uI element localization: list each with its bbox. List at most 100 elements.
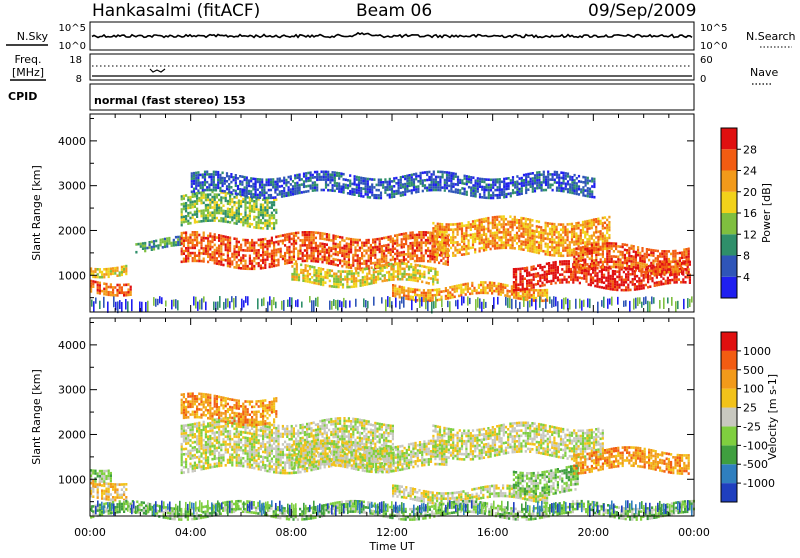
power-panel-cell: [211, 181, 213, 184]
power-panel-cell: [593, 231, 595, 234]
power-panel-cell: [371, 266, 373, 269]
power-panel-cell: [253, 244, 255, 247]
power-panel-cell: [624, 267, 626, 270]
power-panel-cell: [443, 290, 445, 293]
power-panel-cell: [396, 293, 398, 296]
power-panel-cell: [247, 207, 249, 210]
power-panel-cell: [341, 252, 343, 255]
power-panel-cell: [575, 260, 577, 263]
power-panel-cell: [512, 226, 514, 229]
power-panel-cell: [337, 235, 339, 238]
power-panel-cell: [575, 258, 577, 261]
power-panel-cell: [499, 183, 501, 186]
power-panel-cell: [135, 251, 137, 254]
power-panel-cell: [187, 222, 189, 225]
power-panel-cell: [209, 214, 211, 217]
power-panel-cell: [545, 243, 547, 246]
power-panel-cell: [568, 276, 570, 279]
power-panel-cell: [304, 241, 306, 244]
power-panel-cell: [187, 257, 189, 260]
power-panel-cell: [558, 174, 560, 177]
power-panel-cell: [481, 234, 483, 237]
power-panel-cell: [526, 274, 528, 277]
power-panel-cell: [652, 260, 654, 263]
power-panel-cell: [401, 238, 403, 241]
power-panel-cell: [114, 272, 116, 275]
power-panel-cell: [298, 274, 300, 277]
power-panel-cell: [573, 269, 575, 272]
power-panel-cell: [561, 268, 563, 271]
power-panel-cell: [641, 268, 643, 271]
power-panel-cell: [343, 173, 345, 176]
power-panel-cell: [313, 252, 315, 255]
power-panel-cell: [351, 280, 353, 283]
power-panel-cell: [580, 242, 582, 245]
power-panel-cell: [542, 292, 544, 295]
power-panel-cell: [258, 219, 260, 222]
power-panel-cell: [392, 248, 394, 251]
power-panel-cell: [637, 246, 639, 249]
power-panel-cell: [580, 229, 582, 232]
power-panel-cell: [311, 266, 313, 269]
power-panel-cell: [396, 250, 398, 253]
power-panel-cell: [585, 182, 587, 185]
power-panel-cell: [392, 240, 394, 243]
power-panel-cell: [103, 293, 105, 296]
power-panel-cell: [282, 234, 284, 237]
power-panel-cell: [575, 243, 577, 246]
power-panel-cell: [397, 262, 399, 265]
power-panel-cell: [591, 227, 593, 230]
power-panel-cell: [403, 294, 405, 297]
power-panel-cell: [607, 282, 609, 285]
power-panel-cell: [479, 221, 481, 224]
power-panel-cell: [649, 275, 651, 278]
power-panel-cell: [181, 237, 183, 240]
power-panel-cell: [479, 178, 481, 181]
power-panel-cell: [341, 236, 343, 239]
power-panel-cell: [556, 174, 558, 177]
power-panel-cell: [503, 186, 505, 189]
power-panel-cell: [536, 236, 538, 239]
power-panel-cell: [302, 242, 304, 245]
power-panel-cell: [463, 253, 465, 256]
power-panel-cell: [558, 254, 560, 257]
power-panel-cell: [194, 231, 196, 234]
power-panel-cell: [425, 242, 427, 245]
power-panel-cell: [231, 253, 233, 256]
power-panel-cell: [553, 246, 555, 249]
power-panel-cell: [481, 236, 483, 239]
power-panel-cell: [589, 240, 591, 243]
power-panel-cell: [479, 234, 481, 237]
power-panel-cell: [334, 174, 336, 177]
power-panel-cell: [442, 176, 444, 179]
power-panel-cell: [542, 240, 544, 243]
power-panel-cell: [193, 182, 195, 185]
power-panel-cell: [412, 271, 414, 274]
power-panel-cell: [404, 262, 406, 265]
power-panel-cell: [586, 250, 588, 253]
power-panel-cell: [494, 242, 496, 245]
power-panel-cell: [185, 220, 187, 223]
power-panel-cell: [627, 289, 629, 292]
power-panel-cell: [497, 189, 499, 192]
power-panel-cell: [97, 281, 99, 284]
power-panel-cell: [222, 240, 224, 243]
power-panel-cell: [593, 221, 595, 224]
power-panel-cell: [407, 235, 409, 238]
power-panel-cell: [200, 199, 202, 202]
power-panel-cell: [282, 242, 284, 245]
power-panel-cell: [393, 276, 395, 279]
power-panel-cell: [395, 182, 397, 185]
power-panel-cell: [470, 228, 472, 231]
power-panel-cell: [616, 283, 618, 286]
power-panel-cell: [618, 278, 620, 281]
power-panel-cell: [398, 192, 400, 195]
power-panel-cell: [277, 251, 279, 254]
power-panel-cell: [561, 279, 563, 282]
power-panel-cell: [423, 294, 425, 297]
power-panel-cell: [570, 276, 572, 279]
power-panel-cell: [296, 279, 298, 282]
power-panel-cell: [604, 237, 606, 240]
power-panel-cell: [416, 249, 418, 252]
power-panel-cell: [293, 248, 295, 251]
